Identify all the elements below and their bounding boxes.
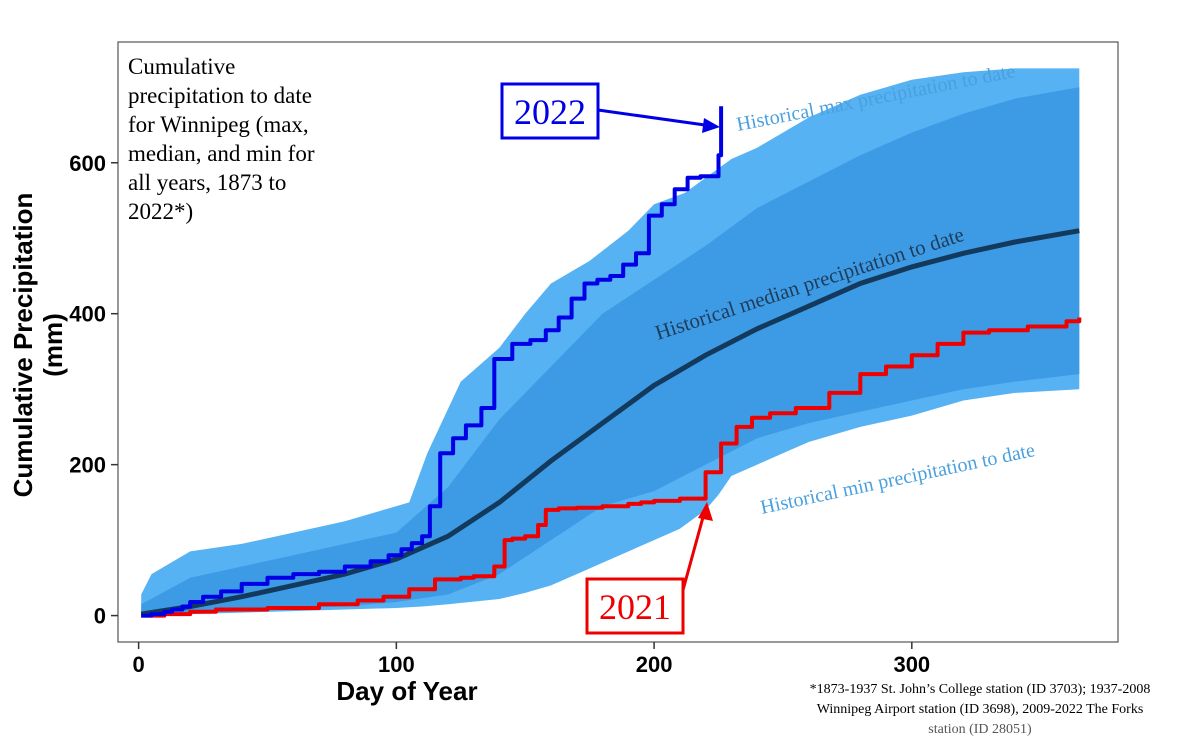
chart-title-line-3: for Winnipeg (max,: [128, 112, 309, 137]
y-axis-title-line-1: Cumulative Precipitation: [8, 193, 38, 498]
y-axis-ticks: 0 200 400 600: [69, 151, 118, 629]
series-2021: [141, 317, 1082, 618]
arrow-2021-head: [698, 502, 713, 521]
label-2021-box: [585, 577, 685, 635]
chart-title-line-6: 2022*): [128, 199, 193, 224]
arrow-2021: [681, 509, 707, 591]
x-axis-ticks: 0 100 200 300: [132, 642, 930, 677]
series-2022: [141, 106, 724, 618]
y-axis-title: Cumulative Precipitation (mm): [8, 193, 68, 498]
chart-title-line-2: precipitation to date: [128, 83, 312, 108]
footnote-line-3: station (ID 28051): [928, 722, 1032, 737]
arrow-2022-head: [702, 118, 720, 133]
x-tick-label: 300: [893, 652, 930, 677]
station-footnote: *1873-1937 St. John’s College station (I…: [770, 680, 1190, 740]
label-2021: 2021: [599, 587, 671, 627]
band-min-label: Historical min precipitation to date: [758, 439, 1036, 519]
y-tick-label: 0: [94, 604, 106, 629]
x-tick-label: 200: [636, 652, 673, 677]
historical-range-band-inner: [141, 87, 1080, 616]
y-axis-title-line-2: (mm): [38, 313, 68, 377]
arrow-2022: [597, 108, 713, 128]
footnote-line-2: Winnipeg Airport station (ID 3698), 2009…: [816, 702, 1144, 717]
y-tick-label: 400: [69, 302, 106, 327]
x-tick-label: 100: [378, 652, 415, 677]
x-tick-label: 0: [132, 652, 144, 677]
chart-title-line-5: all years, 1873 to: [128, 170, 286, 195]
label-2022: 2022: [514, 92, 586, 132]
plot-frame: [117, 41, 1119, 643]
chart-title: Cumulative precipitation to date for Win…: [128, 54, 315, 224]
y-tick-label: 600: [69, 151, 106, 176]
chart-title-line-4: median, and min for: [128, 141, 315, 166]
footnote-line-1: *1873-1937 St. John’s College station (I…: [809, 682, 1151, 697]
chart-title-line-1: Cumulative: [128, 54, 235, 79]
series-historical-median: [140, 228, 1080, 617]
y-tick-label: 200: [69, 453, 106, 478]
x-axis-title: Day of Year: [336, 676, 477, 706]
